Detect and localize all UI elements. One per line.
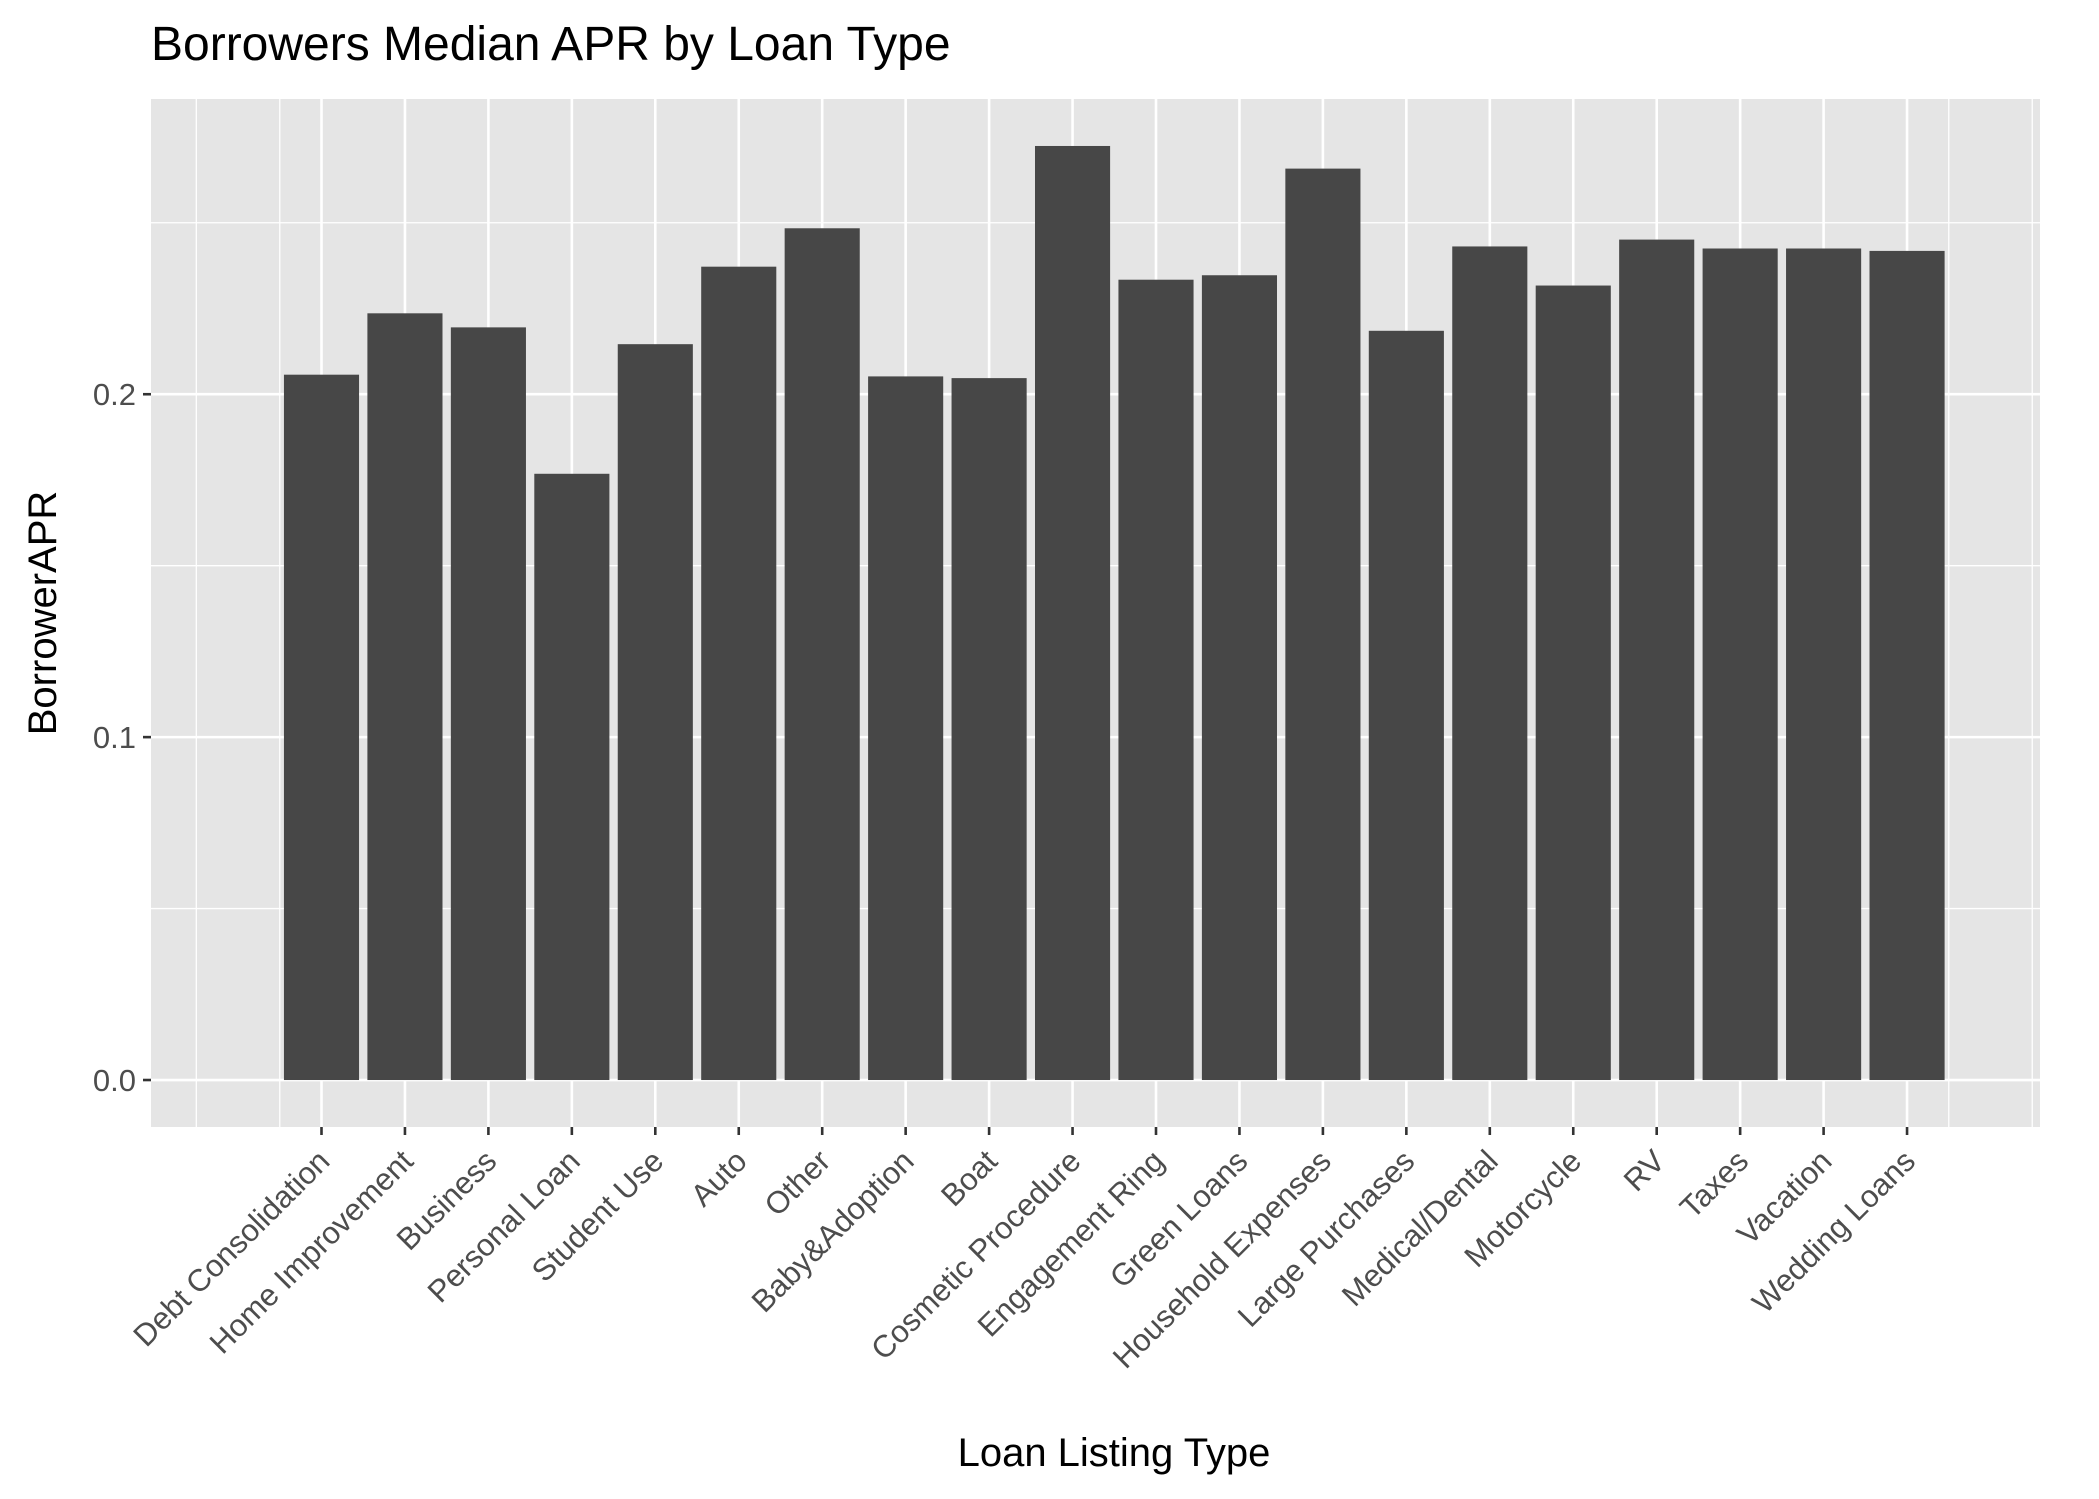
bar [450,327,526,1081]
y-tick-label: 0.2 [93,377,136,412]
y-axis: 0.0 0.1 0.2 [93,377,151,1098]
bar [1368,330,1444,1081]
x-tick-label: RV [1617,1143,1672,1198]
bars-group [283,145,1945,1081]
bar [367,313,443,1081]
bar [701,266,777,1081]
y-axis-title: BorrowerAPR [21,491,65,736]
y-tick-label: 0.0 [93,1063,136,1098]
x-tick-label: Auto [684,1143,754,1213]
bar [1201,275,1278,1081]
y-tick-label: 0.1 [93,720,136,755]
bar [1619,239,1695,1081]
bar [1452,246,1528,1081]
bar [1869,250,1945,1081]
bar [1034,145,1111,1081]
bar [951,378,1027,1081]
bar [1535,285,1611,1081]
bar [868,376,944,1081]
chart-title: Borrowers Median APR by Loan Type [151,18,951,71]
bar [1786,248,1862,1081]
bar [617,344,693,1081]
x-tick-label: Boat [934,1143,1004,1213]
bar [1702,248,1778,1081]
bar [784,228,860,1081]
bar [534,473,610,1081]
bar [1118,279,1194,1081]
bar [283,374,360,1081]
bar [1285,168,1361,1081]
x-axis-title: Loan Listing Type [958,1431,1271,1475]
x-tick-label: Other [758,1143,838,1223]
